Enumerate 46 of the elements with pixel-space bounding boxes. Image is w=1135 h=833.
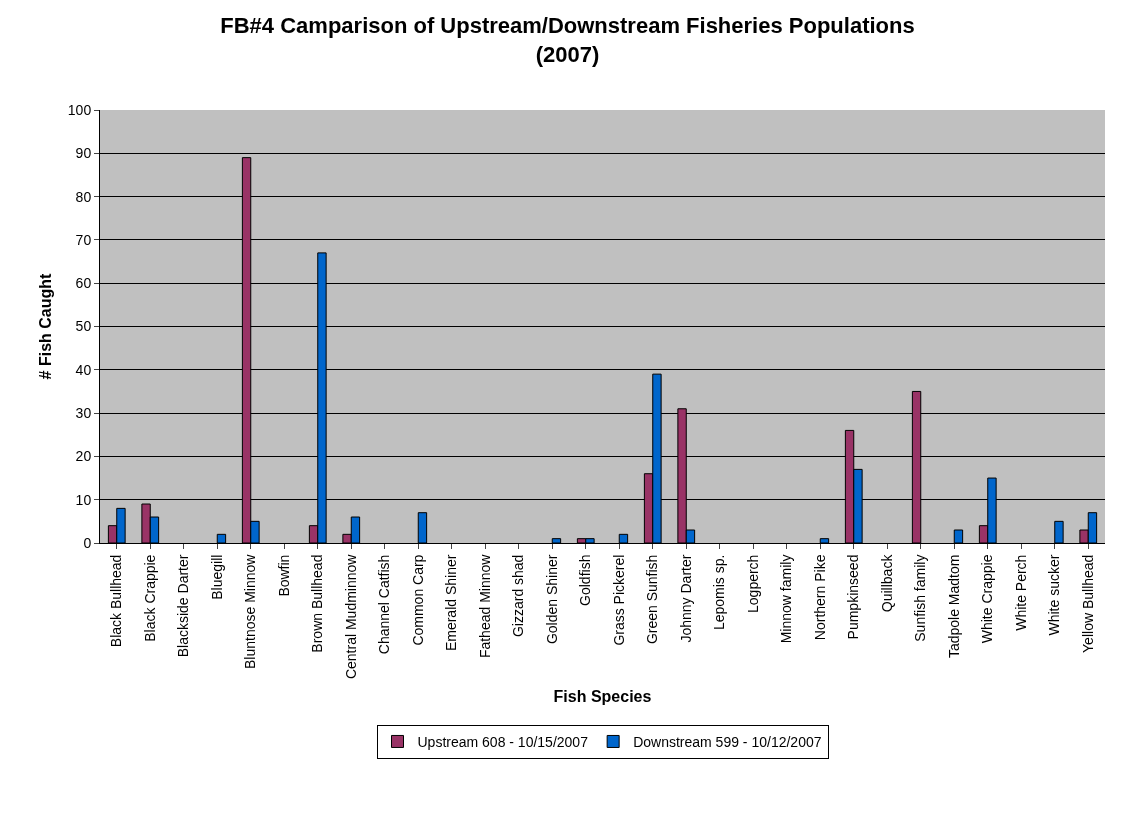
x-tick-label: Grass Pickerel xyxy=(610,554,627,646)
y-tick-label: 30 xyxy=(75,405,92,421)
x-tick-label: White Crappie xyxy=(979,554,996,644)
x-tick-label: Black Crappie xyxy=(141,554,158,642)
x-tick-label: Bowfin xyxy=(275,554,292,597)
y-tick-label: 90 xyxy=(75,145,92,162)
x-tick-label: Minnow family xyxy=(778,554,795,644)
x-tick-label: Channel Catfish xyxy=(376,554,393,655)
x-tick-label: Logperch xyxy=(744,554,761,613)
x-tick-label: Fathead Minnow xyxy=(476,553,493,659)
y-tick-label: 80 xyxy=(75,188,92,205)
y-tick-label: 40 xyxy=(75,361,92,378)
legend-label: Upstream 608 - 10/15/2007 xyxy=(417,733,589,750)
y-tick-label: 70 xyxy=(75,231,92,248)
y-tick-label: 50 xyxy=(75,318,92,335)
y-tick-label: 60 xyxy=(75,275,92,292)
x-tick-label: Bluntnose Minnow xyxy=(242,553,259,670)
y-tick-label: 100 xyxy=(67,101,92,118)
chart-title: FB#4 Camparison of Upstream/Downstream Fisheries Populations (2007) xyxy=(220,13,915,67)
x-tick-label: Pumpkinseed xyxy=(845,554,862,640)
x-tick-label: White sucker xyxy=(1046,554,1063,636)
x-tick-label: Blackside Darter xyxy=(175,554,192,658)
y-tick-label: 0 xyxy=(83,534,92,551)
x-tick-label: Black Bullhead xyxy=(108,554,125,648)
x-tick-label: Gizzard shad xyxy=(510,554,527,638)
x-tick-label: Sunfish family xyxy=(912,554,929,642)
x-tick-label: Northern Pike xyxy=(811,554,828,641)
x-tick-label: Golden Shiner xyxy=(543,554,560,645)
x-tick-label: Common Carp xyxy=(409,554,426,646)
x-tick-label: Goldfish xyxy=(577,554,594,606)
x-tick-label: White Perch xyxy=(1012,554,1029,631)
x-axis-title: Fish Species xyxy=(553,687,652,705)
x-tick-label: Yellow Bullhead xyxy=(1079,554,1096,653)
x-tick-label: Green Sunfish xyxy=(644,554,661,645)
x-tick-label: Bluegill xyxy=(208,554,225,600)
x-tick-label: Tadpole Madtom xyxy=(945,554,962,659)
x-tick-label: Central Mudminnow xyxy=(342,553,359,680)
x-tick-label: Emerald Shiner xyxy=(443,554,460,652)
y-tick-label: 10 xyxy=(75,491,92,508)
x-tick-label: Quillback xyxy=(878,553,895,613)
y-tick-label: 20 xyxy=(75,448,92,465)
y-axis-title: # Fish Caught xyxy=(36,272,54,380)
x-tick-label: Lepomis sp. xyxy=(711,554,728,631)
legend-label: Downstream 599 - 10/12/2007 xyxy=(633,733,822,750)
x-tick-label: Brown Bullhead xyxy=(309,554,326,653)
x-tick-label: Johnny Darter xyxy=(677,554,694,643)
